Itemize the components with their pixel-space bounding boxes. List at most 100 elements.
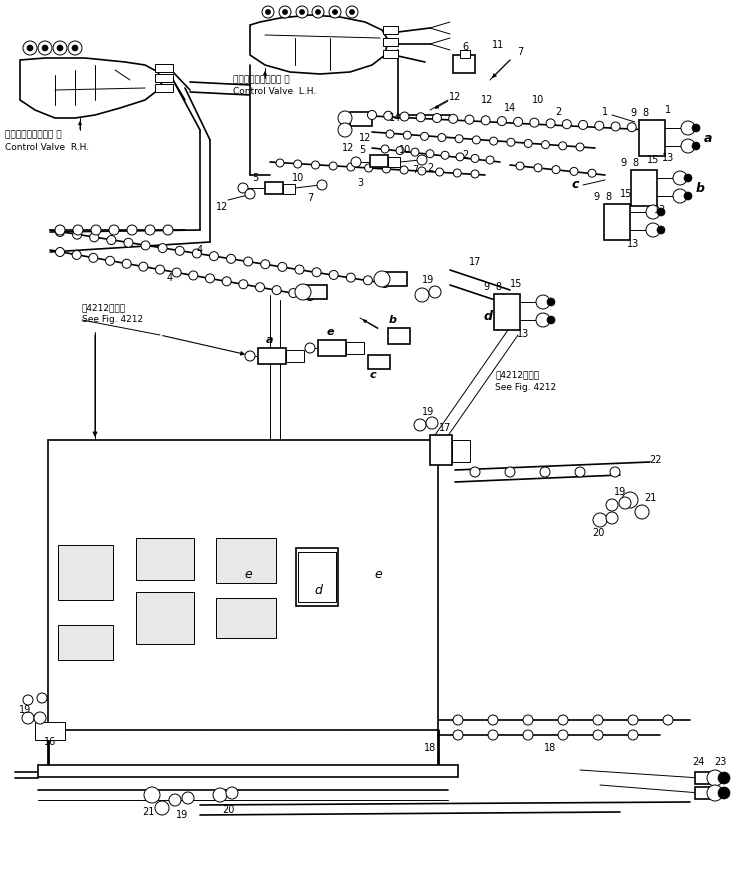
- Circle shape: [300, 10, 305, 15]
- Text: 22: 22: [649, 455, 661, 465]
- Circle shape: [453, 730, 463, 740]
- Bar: [283, 184, 295, 194]
- Circle shape: [547, 316, 555, 324]
- Circle shape: [673, 189, 687, 203]
- Bar: [38, 765, 458, 777]
- Circle shape: [606, 512, 618, 524]
- Circle shape: [311, 161, 320, 169]
- Bar: [58, 545, 113, 600]
- Circle shape: [127, 225, 137, 235]
- Circle shape: [289, 289, 298, 297]
- Bar: [136, 592, 194, 644]
- Circle shape: [53, 41, 67, 55]
- Circle shape: [156, 265, 165, 274]
- Text: Control Valve  L.H.: Control Valve L.H.: [233, 88, 317, 96]
- Text: c: c: [370, 370, 376, 380]
- Circle shape: [429, 286, 441, 298]
- Text: 19: 19: [422, 407, 434, 417]
- Circle shape: [107, 235, 116, 244]
- Bar: [695, 772, 713, 784]
- Circle shape: [141, 241, 150, 250]
- Circle shape: [123, 259, 131, 269]
- Bar: [216, 538, 276, 583]
- Text: 笥4212図参照: 笥4212図参照: [495, 370, 539, 380]
- Circle shape: [576, 143, 584, 151]
- Text: 8: 8: [605, 192, 611, 202]
- Text: 笥4212図参照: 笥4212図参照: [82, 303, 126, 313]
- Circle shape: [692, 124, 700, 132]
- Circle shape: [73, 225, 83, 235]
- Circle shape: [455, 135, 463, 143]
- Circle shape: [644, 123, 652, 132]
- Text: 12: 12: [215, 202, 228, 212]
- Circle shape: [514, 117, 523, 126]
- Circle shape: [34, 712, 46, 724]
- Text: 8: 8: [632, 158, 638, 168]
- Circle shape: [382, 165, 390, 173]
- Text: 24: 24: [692, 757, 704, 767]
- Circle shape: [453, 169, 461, 177]
- Circle shape: [245, 351, 255, 361]
- Circle shape: [524, 139, 532, 148]
- Text: コントロールバルブ 左: コントロールバルブ 左: [233, 76, 289, 84]
- Text: 15: 15: [510, 279, 523, 289]
- Circle shape: [365, 164, 373, 172]
- Circle shape: [169, 794, 181, 806]
- Circle shape: [559, 142, 567, 149]
- Circle shape: [619, 497, 631, 509]
- Circle shape: [295, 284, 311, 300]
- Circle shape: [279, 6, 291, 18]
- Text: 10: 10: [399, 145, 411, 155]
- Text: 21: 21: [644, 493, 656, 503]
- Circle shape: [546, 119, 555, 128]
- Text: 7: 7: [517, 47, 523, 57]
- Bar: [383, 26, 398, 34]
- Text: 12: 12: [359, 133, 371, 143]
- Bar: [383, 38, 398, 46]
- Text: Control Valve  R.H.: Control Valve R.H.: [5, 143, 89, 151]
- Circle shape: [338, 111, 352, 125]
- Circle shape: [570, 168, 578, 176]
- Circle shape: [441, 151, 449, 159]
- Text: 19: 19: [422, 275, 434, 285]
- Text: b: b: [695, 182, 705, 195]
- Circle shape: [238, 183, 248, 193]
- Bar: [430, 435, 452, 465]
- Text: 17: 17: [439, 423, 451, 433]
- Text: 4: 4: [167, 273, 173, 283]
- Circle shape: [278, 262, 287, 271]
- Bar: [58, 625, 113, 660]
- Circle shape: [266, 10, 271, 15]
- Circle shape: [261, 260, 270, 269]
- Text: 14: 14: [389, 113, 401, 123]
- Circle shape: [421, 132, 429, 141]
- Circle shape: [465, 115, 474, 124]
- Circle shape: [418, 167, 426, 175]
- Bar: [155, 64, 173, 72]
- Text: 10: 10: [532, 95, 544, 105]
- Circle shape: [124, 238, 133, 248]
- Circle shape: [283, 10, 288, 15]
- Text: 13: 13: [662, 153, 674, 163]
- Circle shape: [182, 792, 194, 804]
- Circle shape: [163, 225, 173, 235]
- Circle shape: [57, 45, 63, 51]
- Circle shape: [681, 121, 695, 135]
- Bar: [370, 155, 388, 167]
- Circle shape: [338, 123, 352, 137]
- Circle shape: [316, 10, 320, 15]
- Circle shape: [579, 121, 587, 129]
- Text: 4: 4: [197, 245, 203, 255]
- Circle shape: [438, 134, 446, 142]
- Circle shape: [350, 10, 354, 15]
- Circle shape: [144, 787, 160, 803]
- Bar: [136, 538, 194, 580]
- Circle shape: [507, 138, 515, 146]
- Bar: [631, 170, 657, 206]
- Circle shape: [426, 149, 434, 157]
- Circle shape: [351, 157, 361, 167]
- Circle shape: [91, 225, 101, 235]
- Bar: [155, 74, 173, 82]
- Circle shape: [22, 712, 34, 724]
- Circle shape: [106, 256, 114, 265]
